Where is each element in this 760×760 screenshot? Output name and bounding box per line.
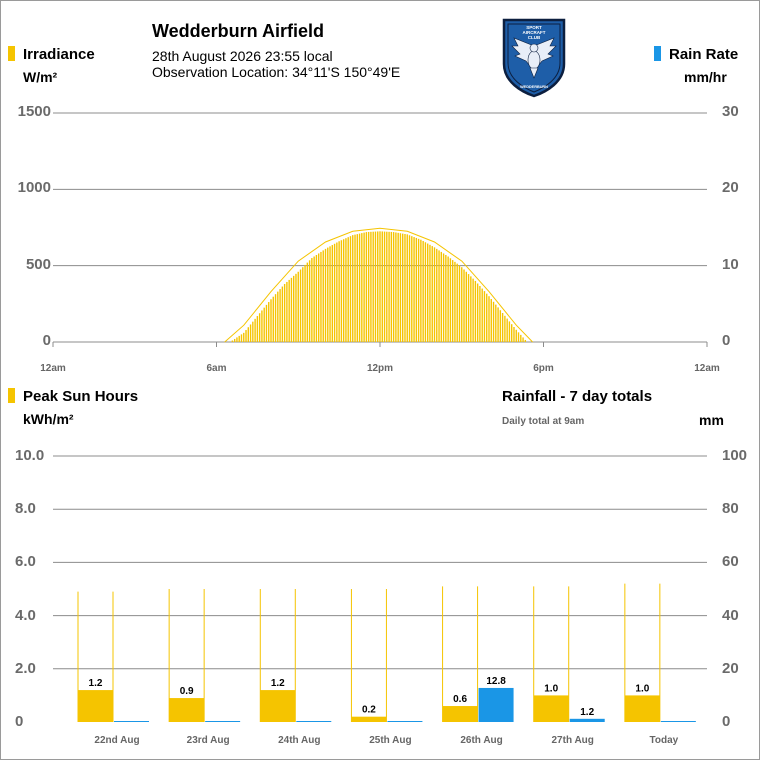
rainfall-value-label: 12.8 [486,676,506,687]
rain-rate-legend: Rain Rate [669,46,739,63]
station-title: Wedderburn Airfield [152,21,325,41]
clear-sky-curve [224,227,533,343]
bottom-day-label: 26th Aug [460,735,503,746]
sun-hours-value-label: 0.9 [180,686,194,697]
bottom-right-tick-label: 60 [722,553,739,571]
top-left-tick-label: 500 [25,255,51,273]
top-right-tick-label: 10 [722,255,739,273]
top-left-tick-label: 0 [42,332,51,349]
rainfall-note: Daily total at 9am [502,416,585,427]
sun-hours-legend: Peak Sun Hours [23,388,139,405]
top-right-tick-label: 0 [722,332,731,349]
bottom-day-label: 25th Aug [369,735,412,746]
top-right-tick-label: 30 [722,103,739,120]
bottom-day-label: 24th Aug [278,735,321,746]
bottom-left-tick-label: 10.0 [15,447,45,464]
bottom-right-tick-label: 0 [722,713,731,730]
bottom-left-tick-label: 8.0 [15,500,36,518]
sun-hours-value-label: 0.6 [453,694,467,705]
top-left-tick-label: 1500 [17,103,51,120]
sun-hours-swatch [8,388,15,403]
eagle-icon [511,37,557,79]
sun-hours-bar [442,706,478,722]
rainfall-bar [569,718,605,722]
bottom-day-label: Today [649,735,679,746]
sun-hours-bar [351,716,387,722]
irradiance-swatch [8,46,15,61]
rainfall-value-label: 1.2 [580,707,594,718]
sun-hours-bar [533,695,569,722]
top-x-tick-label: 12am [694,363,720,374]
rain-rate-unit: mm/hr [684,69,727,85]
bottom-right-tick-label: 20 [722,659,739,677]
bottom-right-tick-label: 40 [722,606,739,624]
club-logo: SPORT AIRCRAFT CLUB WEDDERBURN [502,18,566,98]
sun-hours-value-label: 0.2 [362,705,376,716]
sun-hours-bar [624,695,660,722]
top-x-tick-label: 12pm [366,363,394,374]
irradiance-legend: Irradiance [23,46,95,63]
logo-text-line-3: CLUB [528,35,541,40]
bottom-right-tick-label: 100 [722,447,748,464]
logo-text-line-1: SPORT [526,25,542,30]
sun-hours-bar [169,698,205,722]
top-left-tick-label: 1000 [17,179,51,197]
rainfall-unit: mm [699,412,724,428]
sun-hours-value-label: 1.0 [544,683,558,694]
rain-rate-swatch [654,46,661,61]
bottom-left-tick-label: 0 [15,713,24,730]
top-right-tick-label: 20 [722,179,739,197]
bottom-left-tick-label: 4.0 [15,606,36,624]
bottom-day-label: 27th Aug [551,735,594,746]
rainfall-title: Rainfall - 7 day totals [502,388,653,405]
top-x-tick-label: 6pm [533,363,554,374]
bottom-left-tick-label: 2.0 [15,659,36,677]
bottom-day-label: 23rd Aug [186,735,230,746]
sun-hours-bar [78,690,113,722]
sun-hours-unit: kWh/m² [23,411,74,427]
bottom-day-label: 22nd Aug [94,735,140,746]
bottom-right-tick-label: 80 [722,500,739,518]
irradiance-unit: W/m² [23,69,58,85]
sun-hours-value-label: 1.2 [89,678,103,689]
sun-hours-value-label: 1.0 [635,683,649,694]
sun-hours-bar [260,690,296,722]
bottom-left-tick-label: 6.0 [15,553,36,571]
top-x-tick-label: 6am [206,363,227,374]
observation-datetime: 28th August 2026 23:55 local [152,48,333,64]
logo-text-line-2: AIRCRAFT [523,30,546,35]
top-x-tick-label: 12am [40,363,66,374]
rainfall-bar [478,687,514,722]
logo-bottom-text: WEDDERBURN [520,85,548,89]
observation-location: Observation Location: 34°11'S 150°49'E [152,64,401,80]
sun-hours-value-label: 1.2 [271,678,285,689]
